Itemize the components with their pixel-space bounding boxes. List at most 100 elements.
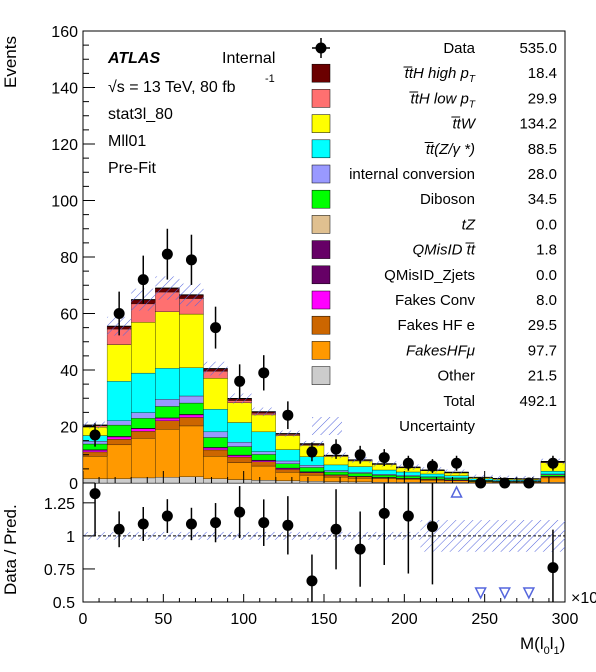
stack-bar (372, 474, 397, 478)
stack-bar (227, 462, 252, 480)
legend-label: t̅t(Z/γ *) (424, 141, 475, 158)
stack-bar (347, 472, 373, 474)
data-point (523, 477, 535, 489)
data-point (402, 457, 414, 469)
stack-bar (203, 449, 228, 457)
stack-bar (155, 477, 180, 484)
x-axis-multiplier: ×10 (571, 590, 596, 607)
stack-bar (106, 478, 132, 484)
legend-label: QMisID_Zjets (384, 267, 475, 284)
stack-bar (396, 479, 421, 483)
ratio-uncertainty-band (444, 520, 469, 552)
uncertainty-band (155, 276, 180, 300)
data-point (426, 460, 438, 472)
legend-value: 29.5 (528, 317, 557, 334)
data-point (475, 477, 487, 489)
legend-label: FakesHFμ (406, 342, 475, 359)
x-tick-label: 150 (311, 611, 338, 628)
stack-bar (227, 442, 252, 447)
stack-bar (323, 470, 349, 473)
data-point (547, 457, 559, 469)
legend-swatch (311, 189, 331, 209)
ratio-point (113, 523, 125, 535)
legend-label: Data (443, 40, 475, 57)
energy-text: √s = 13 TeV, 80 fb (108, 79, 236, 96)
legend-value: 21.5 (528, 368, 557, 385)
ratio-offscale-down-marker (474, 587, 487, 600)
tick-layer: 0 50 100 150 200 250 300 0 20 40 60 80 100 120 140 160 0… (44, 24, 579, 628)
stack-bar (444, 478, 469, 481)
stack-bar (82, 451, 108, 457)
y-tick-label: 120 (51, 137, 78, 154)
y-tick-label: 20 (60, 420, 78, 437)
stack-bar (106, 439, 132, 446)
stack-bar (444, 475, 469, 479)
legend-swatch (311, 63, 331, 83)
stack-bar (179, 395, 204, 404)
legend-swatch (311, 240, 331, 259)
ratio-point (89, 488, 101, 500)
legend-label-subscript: T (469, 99, 476, 110)
y-tick-label: 0 (69, 476, 78, 493)
x-axis-label-mid: l (550, 634, 554, 653)
region-label: stat3l_80 (108, 106, 173, 123)
legend-swatch (311, 290, 331, 310)
y-axis-label: Events (1, 36, 20, 88)
legend-value: 18.4 (528, 65, 557, 82)
stack-bar (275, 435, 301, 450)
uncertainty-band (179, 283, 204, 307)
x-tick-label: 200 (391, 611, 418, 628)
stack-bar (179, 367, 204, 397)
stack-bar (251, 465, 276, 481)
stack-bar (299, 481, 325, 484)
legend-label: t̅tH low pT (409, 90, 476, 110)
data-point (113, 308, 125, 319)
stack-bar (155, 420, 180, 430)
stack-bar (299, 467, 325, 472)
legend-value: 88.5 (528, 141, 557, 158)
ratio-offscale-up-marker (450, 485, 463, 498)
stack-bar (203, 378, 228, 410)
stack-bar (275, 469, 301, 473)
data-point (161, 248, 173, 260)
legend-label: Other (437, 368, 475, 385)
x-tick-label: 250 (471, 611, 498, 628)
legend-value: 0.0 (536, 267, 557, 284)
variable-label: Mll01 (108, 133, 146, 150)
stack-bar (372, 478, 397, 483)
legend-label: Fakes Conv (395, 292, 476, 309)
stack-bar (82, 478, 108, 484)
data-point (282, 409, 294, 421)
legend: Data 535.0 t̅tH high pT 18.4 t̅tH low pT 29.9… (311, 38, 557, 435)
ratio-point (282, 519, 294, 531)
stack-bar (155, 418, 180, 421)
data-point (210, 322, 222, 334)
legend-swatch (311, 366, 331, 385)
stack-bar (203, 409, 228, 433)
ratio-uncertainty-band (468, 520, 493, 552)
data-point (499, 477, 511, 489)
stack-bar (299, 474, 325, 482)
ratio-y-axis-label: Data / Pred. (1, 504, 20, 595)
stack-bar (131, 438, 156, 479)
stack-bar (227, 479, 252, 484)
stack-bar (323, 464, 349, 471)
stack-bar (444, 480, 469, 483)
uncertainty-band (468, 474, 493, 481)
stack-bar (299, 465, 325, 468)
ratio-point (161, 510, 173, 522)
legend-label: Fakes HF e (397, 317, 475, 334)
stack-bar (275, 472, 301, 481)
ratio-offscale-down-marker (522, 587, 536, 600)
stack-bar (155, 429, 180, 478)
stack-bar (131, 431, 156, 439)
legend-swatch (311, 215, 331, 234)
stack-bar (323, 475, 349, 478)
stack-bar (347, 473, 373, 477)
y-tick-label: 100 (51, 194, 78, 211)
stack-bar (131, 372, 156, 413)
ratio-point (234, 506, 246, 518)
data-point (306, 446, 318, 458)
ratio-point (378, 507, 390, 519)
legend-value: 28.0 (528, 166, 557, 183)
